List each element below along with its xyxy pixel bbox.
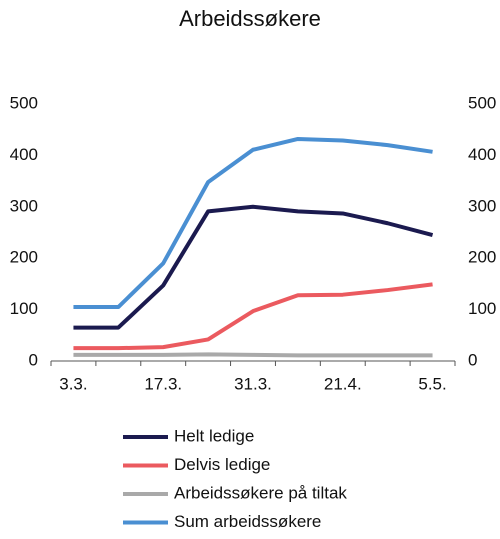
y2-tick-label: 400 bbox=[468, 145, 496, 164]
y-tick-label: 100 bbox=[10, 299, 38, 318]
legend-label: Delvis ledige bbox=[174, 455, 270, 474]
legend-label: Helt ledige bbox=[174, 426, 254, 445]
y2-tick-label: 500 bbox=[468, 93, 496, 112]
y-tick-label: 400 bbox=[10, 145, 38, 164]
x-tick-label: 21.4. bbox=[324, 374, 362, 393]
y2-tick-label: 100 bbox=[468, 299, 496, 318]
y2-tick-label: 0 bbox=[468, 350, 477, 369]
y-tick-label: 300 bbox=[10, 196, 38, 215]
y-tick-label: 500 bbox=[10, 93, 38, 112]
y2-tick-label: 300 bbox=[468, 196, 496, 215]
y2-tick-label: 200 bbox=[468, 248, 496, 267]
x-tick-label: 3.3. bbox=[59, 374, 87, 393]
y-tick-label: 200 bbox=[10, 248, 38, 267]
x-tick-label: 5.5. bbox=[418, 374, 446, 393]
legend-label: Arbeidssøkere på tiltak bbox=[174, 483, 347, 502]
legend-label: Sum arbeidssøkere bbox=[174, 512, 321, 531]
series-line bbox=[73, 282, 433, 351]
series-line bbox=[73, 204, 434, 330]
chart-title: Arbeidssøkere bbox=[179, 6, 321, 31]
series-line bbox=[73, 352, 433, 358]
x-tick-label: 31.3. bbox=[234, 374, 272, 393]
y-tick-label: 0 bbox=[29, 350, 38, 369]
series-line bbox=[73, 136, 433, 310]
x-tick-label: 17.3. bbox=[144, 374, 182, 393]
